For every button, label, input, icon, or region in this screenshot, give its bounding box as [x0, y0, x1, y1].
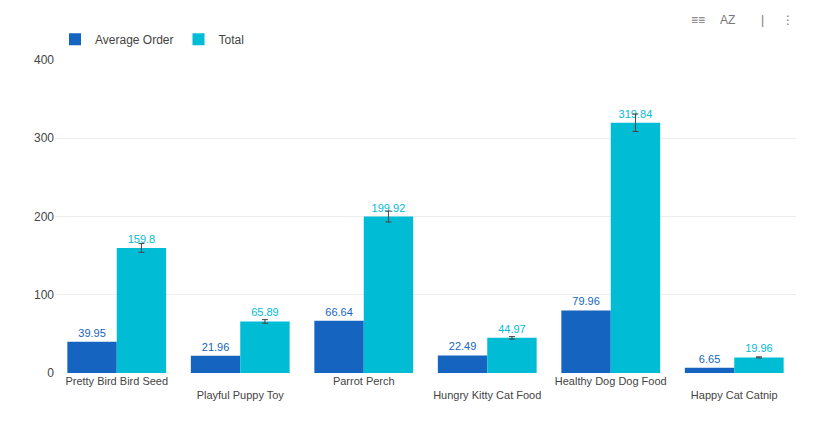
- svg-text:Total: Total: [219, 33, 244, 47]
- svg-text:19.96: 19.96: [745, 342, 773, 354]
- svg-text:Parrot Perch: Parrot Perch: [333, 375, 395, 387]
- svg-text:21.96: 21.96: [202, 341, 230, 353]
- svg-text:199.92: 199.92: [372, 202, 406, 214]
- svg-text:Average Order: Average Order: [95, 33, 174, 47]
- svg-text:≡≡: ≡≡: [691, 13, 705, 27]
- svg-text:Happy Cat Catnip: Happy Cat Catnip: [691, 389, 778, 401]
- svg-text:⋮: ⋮: [782, 13, 794, 27]
- svg-text:200: 200: [34, 210, 54, 224]
- svg-text:159.8: 159.8: [128, 233, 156, 245]
- svg-text:Hungry Kitty Cat Food: Hungry Kitty Cat Food: [433, 389, 541, 401]
- svg-text:39.95: 39.95: [78, 327, 106, 339]
- svg-text:65.89: 65.89: [251, 306, 279, 318]
- svg-text:44.97: 44.97: [498, 323, 526, 335]
- svg-text:Playful Puppy Toy: Playful Puppy Toy: [197, 389, 285, 401]
- svg-text:Pretty Bird Bird Seed: Pretty Bird Bird Seed: [65, 375, 168, 387]
- svg-text:79.96: 79.96: [572, 295, 600, 307]
- svg-text:AZ: AZ: [720, 13, 735, 27]
- svg-text:319.84: 319.84: [619, 108, 653, 120]
- svg-text:0: 0: [47, 366, 54, 380]
- svg-text:22.49: 22.49: [449, 340, 477, 352]
- svg-text:Healthy Dog Dog Food: Healthy Dog Dog Food: [555, 375, 667, 387]
- svg-text:300: 300: [34, 131, 54, 145]
- svg-text:|: |: [761, 13, 764, 27]
- svg-text:6.65: 6.65: [699, 353, 720, 365]
- svg-text:66.64: 66.64: [325, 306, 353, 318]
- svg-text:100: 100: [34, 288, 54, 302]
- svg-text:400: 400: [34, 53, 54, 67]
